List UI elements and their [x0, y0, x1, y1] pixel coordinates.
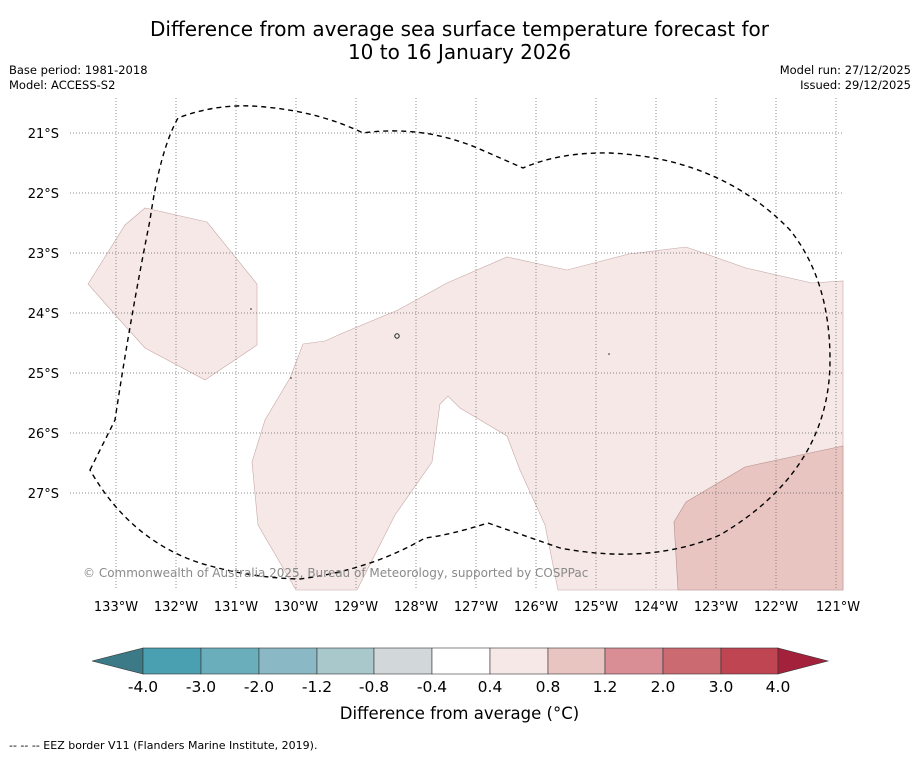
lon-labels: 133°W 132°W 131°W 130°W 129°W 128°W 127°…: [94, 600, 860, 615]
colorbar-over-triangle: [777, 647, 830, 675]
lon-label: 130°W: [274, 600, 318, 615]
eez-border: [89, 105, 831, 580]
colorbar-bin: [258, 647, 318, 675]
colorbar-bin: [431, 647, 491, 675]
anomaly-region-west: [87, 207, 258, 381]
copyright-watermark: © Commonwealth of Australia 2025, Bureau…: [83, 566, 588, 580]
lon-label: 125°W: [574, 600, 618, 615]
colorbar-tick-label: 0.4: [478, 678, 503, 696]
lat-label: 27°S: [28, 487, 59, 502]
map-title-line2: 10 to 16 January 2026: [347, 40, 572, 64]
colorbar-tick-label: -2.0: [244, 678, 274, 696]
model-run: Model run: 27/12/2025: [779, 63, 911, 77]
base-period: Base period: 1981-2018: [9, 63, 148, 77]
model-name: Model: ACCESS-S2: [9, 78, 116, 92]
lon-label: 121°W: [816, 600, 860, 615]
colorbar-tick-label: -0.4: [417, 678, 447, 696]
colorbar-bin: [547, 647, 606, 675]
colorbar-tick-label: 4.0: [766, 678, 791, 696]
map-title: Difference from average sea surface temp…: [0, 18, 919, 64]
lon-label: 123°W: [694, 600, 738, 615]
colorbar-bin: [142, 647, 202, 675]
lon-label: 126°W: [514, 600, 558, 615]
colorbar-tick-label: 0.8: [536, 678, 561, 696]
colorbar-title: Difference from average (°C): [339, 704, 580, 723]
colorbar-tick-label: 3.0: [709, 678, 734, 696]
colorbar-bin: [604, 647, 664, 675]
lat-label: 24°S: [28, 307, 59, 322]
lat-label: 25°S: [28, 367, 59, 382]
lat-label: 21°S: [28, 127, 59, 142]
lat-label: 23°S: [28, 247, 59, 262]
colorbar-bins: [142, 647, 779, 675]
issued-date: Issued: 29/12/2025: [800, 78, 911, 92]
lat-label: 26°S: [28, 427, 59, 442]
colorbar-tick-label: 1.2: [593, 678, 618, 696]
lon-label: 131°W: [214, 600, 258, 615]
lat-label: 22°S: [28, 187, 59, 202]
colorbar-bin: [489, 647, 549, 675]
colorbar-bin: [316, 647, 375, 675]
colorbar-tick-label: 2.0: [651, 678, 676, 696]
lon-label: 124°W: [634, 600, 678, 615]
colorbar-bin: [662, 647, 722, 675]
colorbar-bin: [373, 647, 433, 675]
gridlines: [70, 98, 843, 590]
colorbar-tick-label: -3.0: [186, 678, 216, 696]
contour-speck: [290, 377, 292, 379]
colorbar-bin: [200, 647, 260, 675]
colorbar-tick-label: -4.0: [128, 678, 158, 696]
lon-label: 132°W: [154, 600, 198, 615]
meta-left: Base period: 1981-2018 Model: ACCESS-S2: [9, 63, 148, 93]
meta-right: Model run: 27/12/2025 Issued: 29/12/2025: [780, 63, 911, 93]
contour-speck: [608, 353, 610, 355]
map-title-line1: Difference from average sea surface temp…: [149, 17, 769, 41]
colorbar-tick-label: -0.8: [359, 678, 389, 696]
lon-label: 133°W: [94, 600, 138, 615]
lon-label: 122°W: [754, 600, 798, 615]
colorbar-ticks: -4.0 -3.0 -2.0 -1.2 -0.8 -0.4 0.4 0.8 1.…: [128, 678, 790, 696]
colorbar-bin: [720, 647, 779, 675]
eez-legend-footnote: -- -- -- EEZ border V11 (Flanders Marine…: [9, 739, 318, 752]
colorbar-tick-label: -1.2: [302, 678, 332, 696]
lon-label: 129°W: [334, 600, 378, 615]
lon-label: 128°W: [394, 600, 438, 615]
lon-label: 127°W: [454, 600, 498, 615]
contour-speck: [250, 308, 252, 310]
colorbar-under-triangle: [91, 647, 144, 675]
lat-labels: 21°S 22°S 23°S 24°S 25°S 26°S 27°S: [28, 127, 59, 502]
contour-speck: [394, 333, 400, 339]
